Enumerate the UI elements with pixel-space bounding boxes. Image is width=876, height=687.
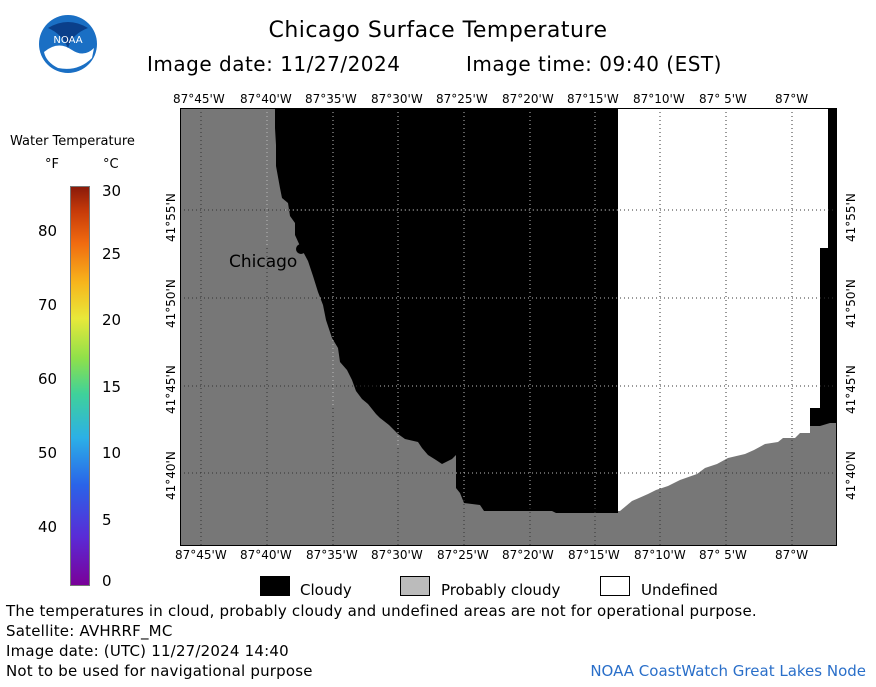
legend-label-cloudy: Cloudy (300, 581, 352, 599)
colorbar-f-tick: 80 (38, 222, 58, 240)
cloud-strip-right (810, 108, 837, 426)
lon-label-bottom: 87°30'W (371, 548, 423, 562)
legend-label-undefined: Undefined (641, 581, 718, 599)
lon-label-bottom: 87°35'W (306, 548, 358, 562)
lon-label-top: 87°30'W (371, 92, 423, 106)
lat-label-right: 41°55'N (844, 193, 858, 242)
lat-label-right: 41°45'N (844, 365, 858, 414)
colorbar-title: Water Temperature (10, 134, 135, 149)
colorbar-f-tick: 60 (38, 370, 58, 388)
legend-swatch-probably-cloudy (400, 576, 430, 596)
footer-utc-date: Image date: (UTC) 11/27/2024 14:40 (6, 642, 289, 660)
cloud-area (275, 108, 618, 513)
colorbar-c-tick: 30 (102, 182, 122, 200)
map-canvas (180, 108, 837, 546)
footer-nav-warning: Not to be used for navigational purpose (6, 662, 313, 680)
legend-swatch-undefined (600, 576, 630, 596)
lon-label-bottom: 87°15'W (568, 548, 620, 562)
colorbar-gradient (70, 186, 90, 586)
colorbar-unit-f: °F (45, 157, 59, 172)
lon-label-bottom: 87°45'W (175, 548, 227, 562)
lat-label-left: 41°40'N (164, 451, 178, 500)
colorbar-c-tick: 20 (102, 311, 122, 329)
lon-label-top: 87°40'W (240, 92, 292, 106)
colorbar-c-tick: 0 (102, 572, 112, 590)
city-label-chicago: Chicago (229, 252, 298, 272)
svg-text:NOAA: NOAA (53, 35, 82, 46)
footer-satellite: Satellite: AVHRRF_MC (6, 622, 173, 640)
colorbar-f-tick: 50 (38, 444, 58, 462)
lat-label-left: 41°55'N (164, 193, 178, 242)
lon-label-top: 87°25'W (436, 92, 488, 106)
lat-label-left: 41°50'N (164, 279, 178, 328)
colorbar-c-tick: 15 (102, 378, 122, 396)
colorbar-c-tick: 5 (102, 511, 112, 529)
lon-label-bottom: 87°10'W (634, 548, 686, 562)
colorbar-c-tick: 10 (102, 444, 122, 462)
lon-label-top: 87°W (775, 92, 809, 106)
colorbar-f-tick: 40 (38, 518, 58, 536)
chicago-marker (296, 244, 306, 254)
lat-label-right: 41°50'N (844, 279, 858, 328)
legend-swatch-cloudy (260, 576, 290, 596)
graticule-light (266, 108, 618, 508)
legend-label-probably-cloudy: Probably cloudy (441, 581, 561, 599)
lon-label-top: 87°45'W (173, 92, 225, 106)
lon-label-bottom: 87°25'W (437, 548, 489, 562)
colorbar-f-tick: 70 (38, 296, 58, 314)
colorbar-unit-c: °C (103, 157, 119, 172)
image-time: Image time: 09:40 (EST) (466, 52, 722, 76)
map-frame (180, 108, 837, 546)
lat-label-left: 41°45'N (164, 365, 178, 414)
undefined-area (618, 108, 828, 511)
lat-label-right: 41°40'N (844, 451, 858, 500)
image-date: Image date: 11/27/2024 (147, 52, 401, 76)
map-title: Chicago Surface Temperature (268, 18, 608, 43)
lon-label-top: 87° 5'W (699, 92, 747, 106)
lon-label-bottom: 87° 5'W (699, 548, 747, 562)
lon-label-bottom: 87°20'W (502, 548, 554, 562)
lon-label-top: 87°10'W (633, 92, 685, 106)
lon-label-top: 87°20'W (502, 92, 554, 106)
footer-note: The temperatures in cloud, probably clou… (6, 602, 757, 620)
noaa-logo: NOAA (38, 14, 98, 74)
colorbar-c-tick: 25 (102, 245, 122, 263)
lon-label-top: 87°15'W (567, 92, 619, 106)
lon-label-bottom: 87°40'W (240, 548, 292, 562)
lon-label-bottom: 87°W (775, 548, 809, 562)
lon-label-top: 87°35'W (305, 92, 357, 106)
footer-credit: NOAA CoastWatch Great Lakes Node (590, 662, 866, 680)
